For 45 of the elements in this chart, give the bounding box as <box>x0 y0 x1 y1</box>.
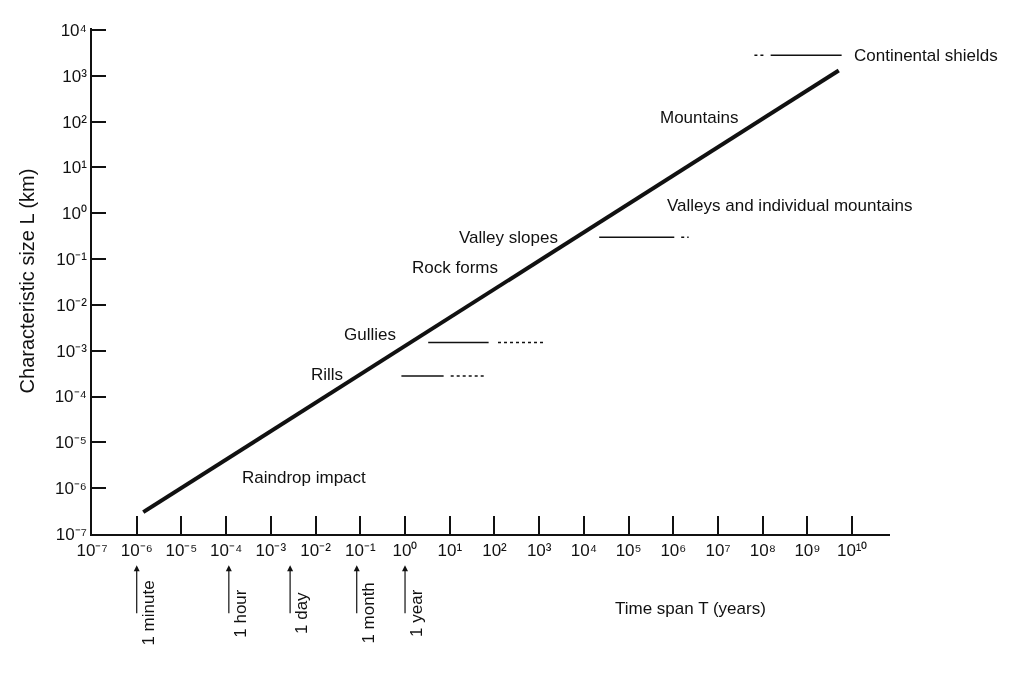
y-tick-label: 10⁻⁵ <box>54 433 87 453</box>
x-tick-label: 10⁻⁵ <box>165 541 198 561</box>
annotation: Continental shields <box>854 46 998 65</box>
x-tick-label: 10⁴ <box>570 541 598 561</box>
annotation: Gullies <box>344 325 396 344</box>
x-tick-label: 10¹⁰ <box>836 541 868 561</box>
x-tick-label: 10⁻⁴ <box>210 541 243 561</box>
x-tick-label: 10¹ <box>437 541 463 561</box>
x-tick-label: 10⁷ <box>705 541 731 561</box>
x-tick-label: 10² <box>482 541 508 561</box>
y-tick-label: 10⁴ <box>60 20 87 40</box>
x-tick-label: 10⁻² <box>300 541 332 561</box>
text: 1 hour <box>230 589 250 638</box>
x-tick-label: 10⁹ <box>794 541 821 561</box>
y-tick-label: 10⁻⁷ <box>55 524 87 544</box>
annotation: Mountains <box>660 108 739 127</box>
x-tick-label: 10⁻¹ <box>345 541 376 561</box>
y-tick-label: 10³ <box>62 66 88 86</box>
y-tick-label: 10⁻⁴ <box>54 387 87 407</box>
annotation: Rills <box>311 365 344 384</box>
text: 1 day <box>292 591 312 634</box>
x-tick-label: 10⁰ <box>392 541 418 561</box>
x-tick-label: 10³ <box>526 541 552 561</box>
x-axis-title: Time span T (years) <box>615 599 766 618</box>
text: 1 year <box>407 589 427 637</box>
y-tick-label: 10² <box>62 112 88 132</box>
annotation: Rock forms <box>412 258 498 277</box>
text: 1 minute <box>138 580 158 646</box>
text: 1 month <box>358 582 378 644</box>
x-tick-label: 10⁶ <box>660 541 687 561</box>
annotation: Raindrop impact <box>242 468 367 487</box>
y-tick-label: 10⁰ <box>61 204 87 224</box>
y-axis-title: Characteristic size L (km) <box>15 168 38 394</box>
annotation: Valley slopes <box>459 228 558 247</box>
x-tick-label: 10⁵ <box>615 541 642 561</box>
y-tick-label: 10⁻⁶ <box>54 479 87 499</box>
y-tick-label: 10¹ <box>62 158 88 178</box>
x-tick-label: 10⁻³ <box>255 541 287 561</box>
y-tick-label: 10⁻² <box>56 295 88 315</box>
y-tick-label: 10⁻³ <box>56 341 88 361</box>
x-tick-label: 10⁻⁶ <box>120 541 153 561</box>
annotation: Valleys and individual mountains <box>667 196 913 215</box>
x-tick-label: 10⁻⁷ <box>76 541 108 561</box>
x-tick-label: 10⁸ <box>749 541 776 561</box>
y-tick-label: 10⁻¹ <box>56 249 88 269</box>
